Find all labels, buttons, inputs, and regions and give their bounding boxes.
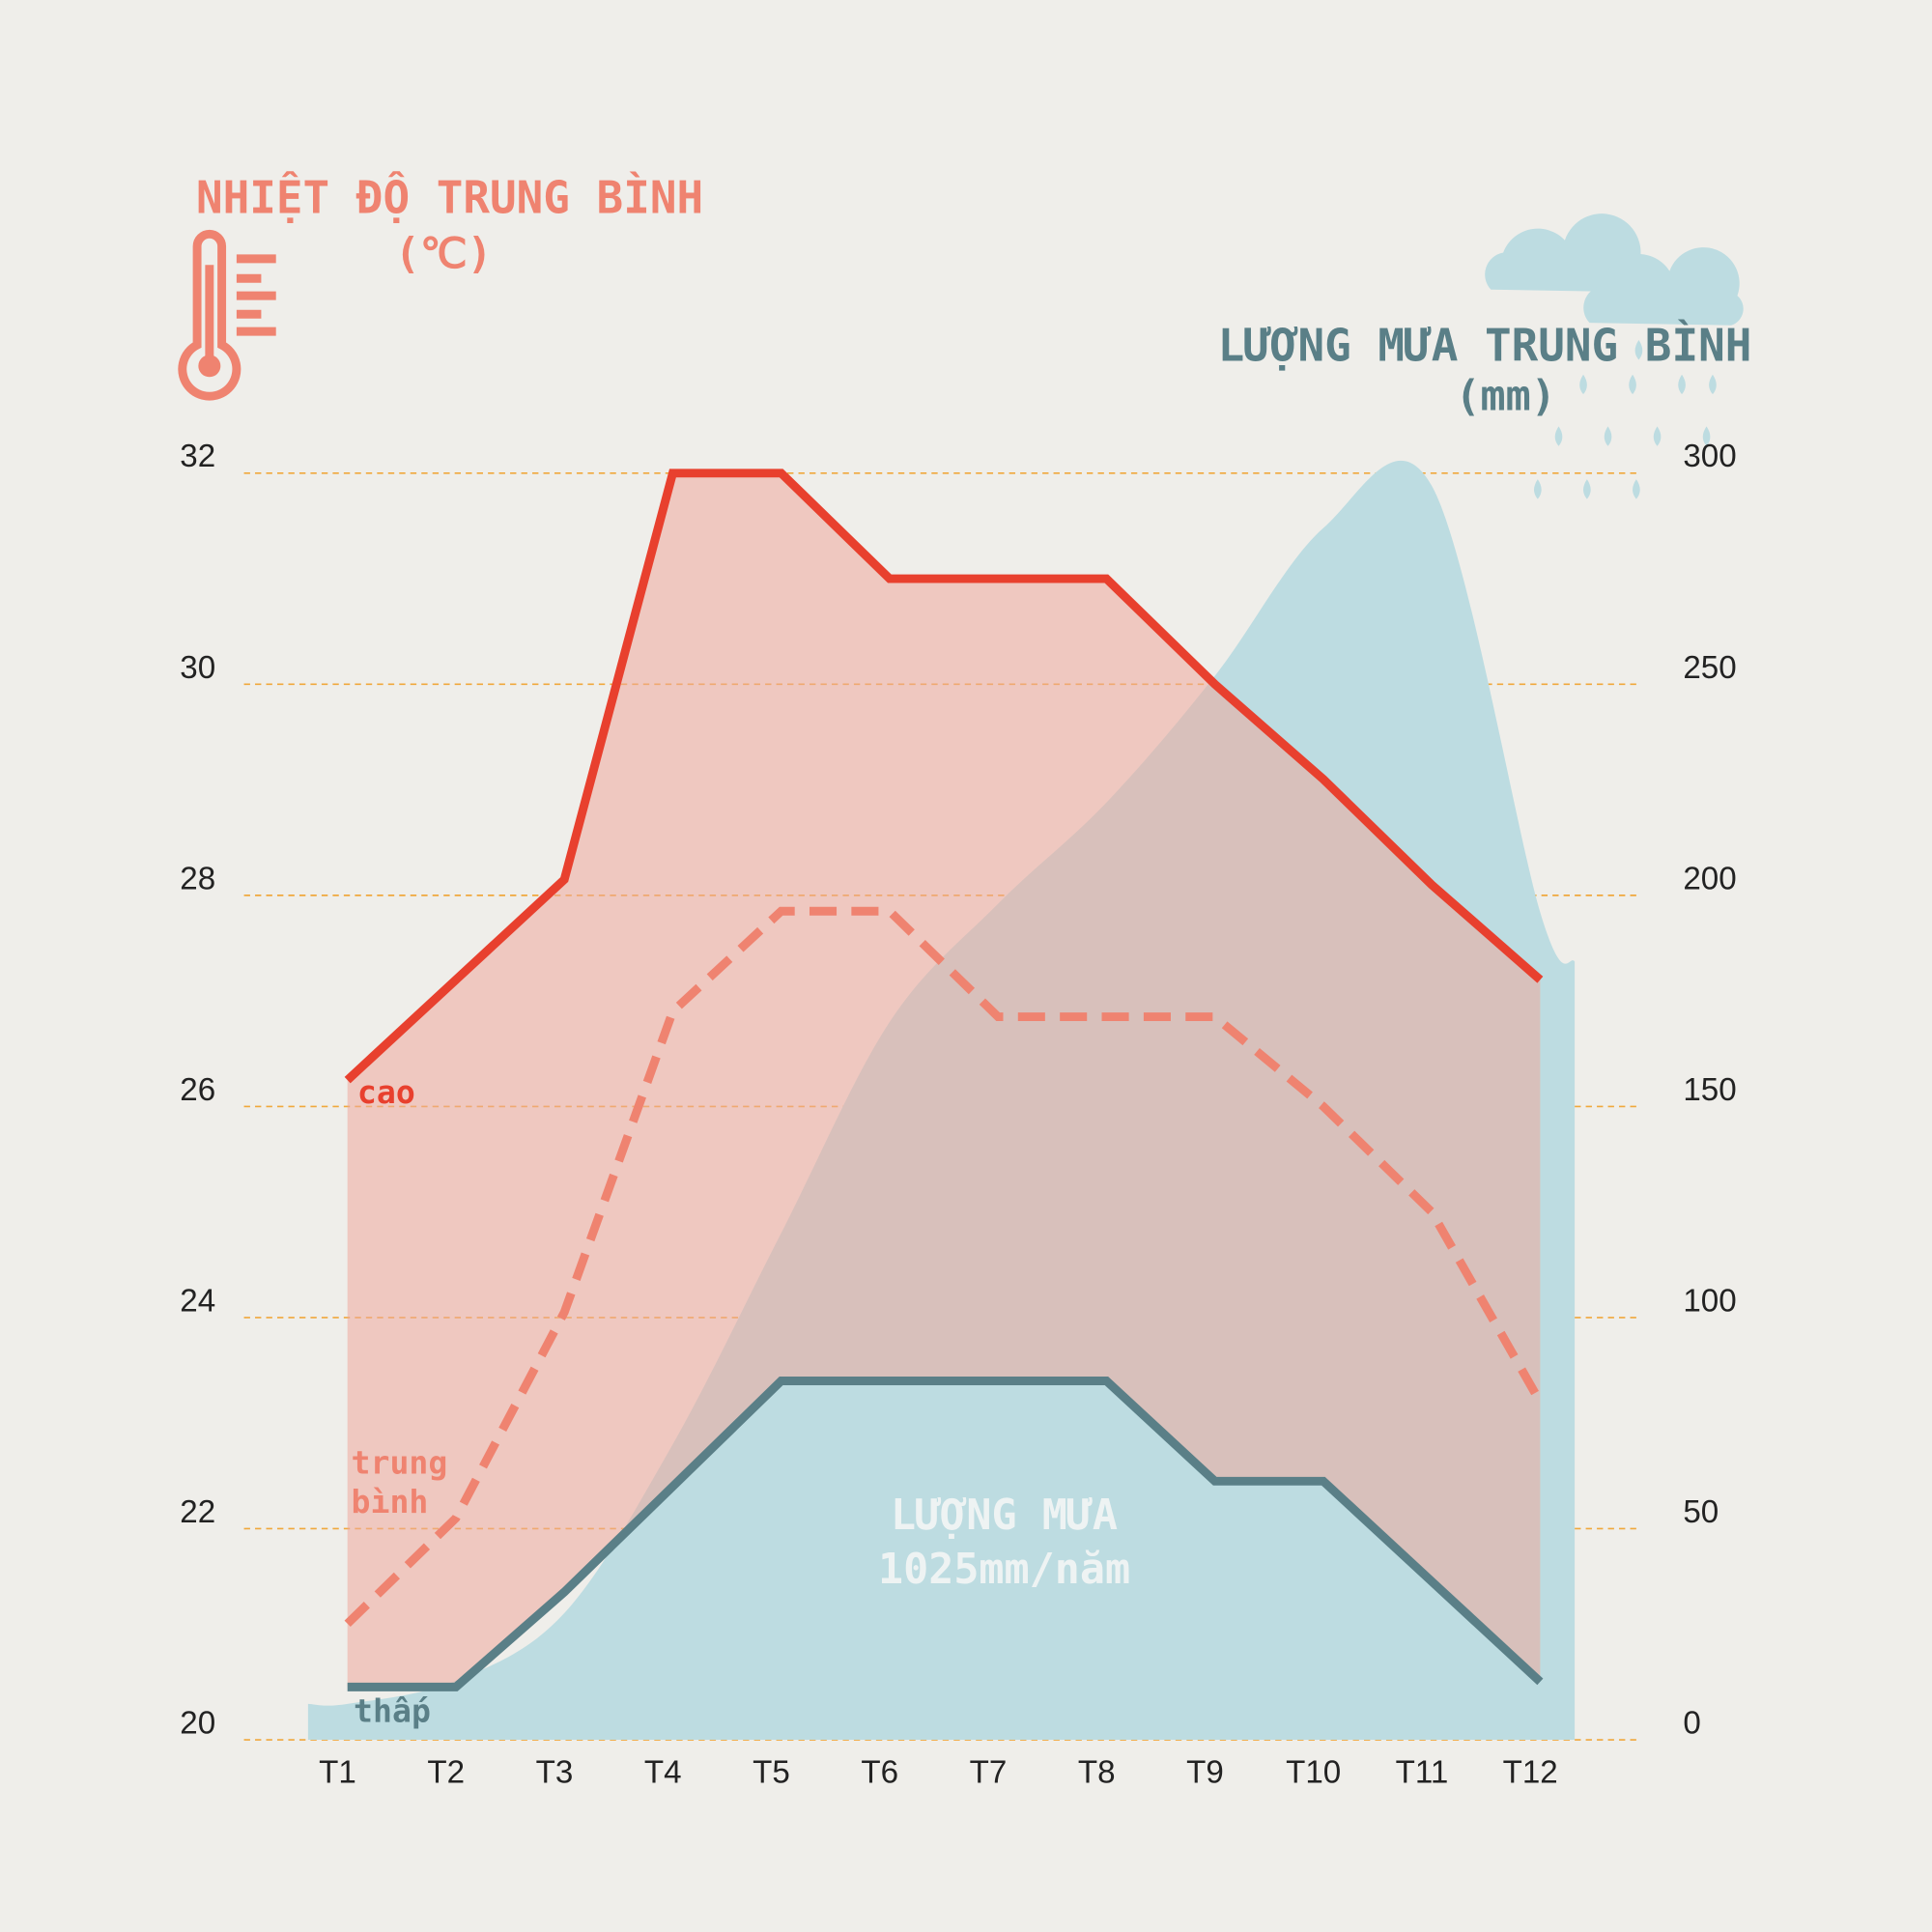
thermometer-icon [178,229,276,401]
y2-tick-label: 0 [1683,1705,1700,1741]
rain-drop [1709,374,1717,395]
series-label: cao [357,1073,415,1111]
y-tick-label: 20 [180,1705,215,1741]
y2-tick-label: 150 [1683,1072,1736,1108]
x-tick-label: T11 [1396,1755,1449,1791]
rain-annotation: 1025mm/năm [878,1546,1130,1594]
rain-drop [1579,374,1587,395]
temperature-line [344,906,1545,1628]
y2-tick-label: 200 [1683,861,1736,896]
x-tick-label: T4 [644,1755,682,1791]
rain-drop [1629,374,1636,395]
x-tick-label: T8 [1078,1755,1116,1791]
y-unit: (℃) [395,230,493,278]
rain-drop [1634,340,1643,360]
x-tick-label: T10 [1286,1755,1341,1791]
y2-unit: (mm) [1455,373,1555,421]
y-title: NHIỆT ĐỘ TRUNG BÌNH [196,170,703,223]
rain-drop [1633,479,1640,499]
rain-drop [1702,426,1711,446]
y2-tick-label: 300 [1683,439,1736,474]
rain-drop [1678,374,1686,395]
temperature-band [347,472,1541,1688]
y2-tick-label: 50 [1683,1494,1719,1530]
rain-drop [1604,426,1612,446]
x-tick-label: T6 [861,1755,898,1791]
x-tick-label: T2 [427,1755,465,1791]
y2-tick-label: 250 [1683,650,1736,686]
x-tick-label: T12 [1503,1755,1558,1791]
y-tick-label: 28 [180,861,215,896]
y2-tick-label: 100 [1683,1283,1736,1319]
rain-drop [1534,479,1542,499]
series-label: thấp [354,1691,431,1729]
y-tick-label: 22 [180,1494,215,1530]
y-tick-label: 32 [180,439,215,474]
x-tick-label: T3 [536,1755,574,1791]
y-tick-label: 24 [180,1283,215,1319]
x-tick-label: T1 [319,1755,356,1791]
y-tick-label: 30 [180,650,215,686]
temperature-line [344,469,1544,1084]
y2-title: LƯỢNG MƯA TRUNG BÌNH [1218,319,1752,371]
y-tick-label: 26 [180,1072,215,1108]
series-label: trung bình [352,1443,448,1520]
x-tick-label: T5 [753,1755,790,1791]
rain-annotation: LƯỢNG MƯA [891,1492,1118,1540]
x-tick-label: T9 [1186,1755,1224,1791]
rain-drop [1653,426,1662,446]
rain-drop [1583,479,1591,499]
rain-cloud-icon [1485,213,1744,499]
x-tick-label: T7 [970,1755,1008,1791]
temperature-line [347,1377,1544,1691]
rain-drop [1554,426,1563,446]
